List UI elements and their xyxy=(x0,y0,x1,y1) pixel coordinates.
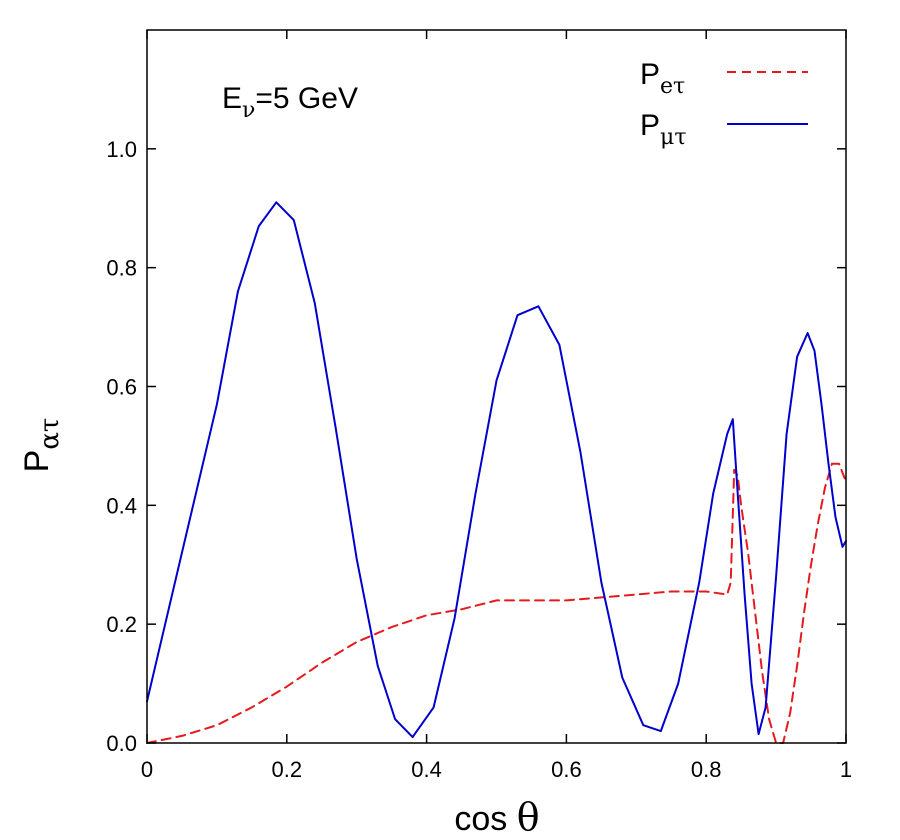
x-tick-label: 0.6 xyxy=(551,757,582,782)
legend-label-mu-tau: Pμτ xyxy=(640,109,686,150)
energy-annotation: Eν=5 GeV xyxy=(222,82,358,123)
x-axis-label: cos θ xyxy=(454,795,539,839)
y-tick-label: 0.0 xyxy=(106,731,137,756)
series-layer xyxy=(146,201,847,744)
y-tick-label: 0.4 xyxy=(106,493,137,518)
y-axis: 0.0 0.2 0.4 0.6 0.8 1.0 xyxy=(106,137,846,756)
x-tick-label: 0.2 xyxy=(272,757,303,782)
y-tick-label: 0.2 xyxy=(106,612,137,637)
x-tick-label: 1 xyxy=(840,757,852,782)
x-tick-label: 0.4 xyxy=(411,757,442,782)
legend-label-e-tau: Peτ xyxy=(640,58,685,99)
legend-entry-mu-tau: Pμτ xyxy=(640,109,808,150)
x-tick-label: 0 xyxy=(141,757,153,782)
x-tick-label: 0.8 xyxy=(691,757,722,782)
series-line-mu-tau xyxy=(146,201,847,739)
x-axis: 0 0.2 0.4 0.6 0.8 1 xyxy=(141,30,852,782)
legend-entry-e-tau: Peτ xyxy=(640,58,808,99)
legend: Peτ Pμτ xyxy=(640,58,808,150)
series-line-e-tau xyxy=(146,462,847,744)
y-axis-label: Pατ xyxy=(18,418,65,473)
y-tick-label: 1.0 xyxy=(106,137,137,162)
y-tick-label: 0.6 xyxy=(106,375,137,400)
y-tick-label: 0.8 xyxy=(106,256,137,281)
